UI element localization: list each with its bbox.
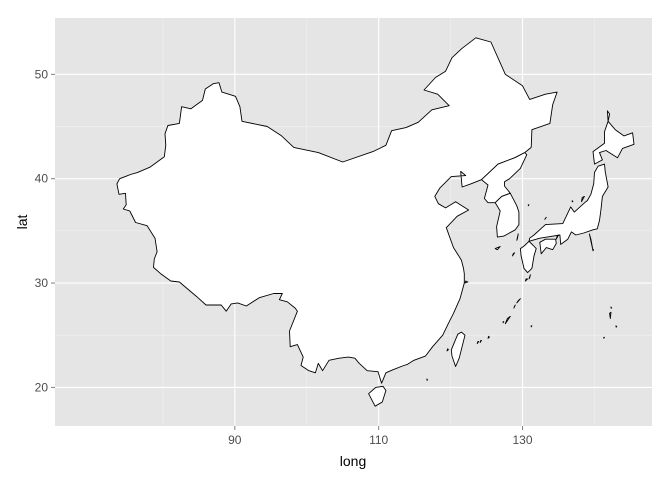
region-awaji <box>555 234 559 240</box>
region-north-korea <box>481 152 528 204</box>
region-ogasawara <box>609 311 612 319</box>
y-tick-label: 20 <box>35 380 49 394</box>
region-dongsha <box>426 378 429 381</box>
region-yakushima <box>524 278 529 282</box>
x-tick-label: 110 <box>369 433 388 447</box>
region-pescadores <box>446 348 449 352</box>
region-iriomote <box>476 341 480 345</box>
region-oki <box>544 216 547 220</box>
x-axis: 90 110 130 <box>228 426 533 447</box>
x-axis-title: long <box>340 453 366 469</box>
region-ulleung <box>527 204 530 207</box>
region-okinawa <box>504 315 511 325</box>
y-tick-label: 40 <box>35 172 49 186</box>
region-hainan <box>368 385 387 407</box>
y-tick-label: 50 <box>35 67 49 81</box>
region-zhoushan <box>464 280 469 284</box>
y-axis-title: lat <box>14 215 30 230</box>
x-tick-label: 90 <box>228 433 242 447</box>
region-tokunoshima <box>513 304 516 309</box>
region-daito <box>530 325 533 328</box>
region-sakhalin-tip <box>606 110 611 122</box>
region-minamitorishima-area <box>615 325 618 328</box>
region-sado <box>581 195 585 203</box>
map-regions <box>116 37 635 407</box>
region-hokkaido <box>592 120 635 165</box>
region-amami <box>516 298 521 304</box>
region-hachijojima <box>592 249 595 252</box>
region-tanegashima <box>528 274 531 280</box>
region-south-korea <box>494 192 520 238</box>
region-shikoku <box>539 238 557 255</box>
region-ishigaki <box>479 339 482 343</box>
region-goto <box>512 252 516 257</box>
region-bonin-small <box>610 306 613 309</box>
y-tick-label: 30 <box>35 276 49 290</box>
region-izu-islands <box>588 233 594 252</box>
region-china <box>116 37 558 384</box>
region-taiwan <box>450 331 466 367</box>
y-axis: 20 30 40 50 <box>35 67 55 394</box>
region-nansei-small <box>502 321 505 324</box>
region-kyushu <box>519 240 537 274</box>
region-tsushima <box>516 233 519 241</box>
major-gridlines <box>55 18 652 426</box>
region-miyako <box>487 335 490 339</box>
region-iwo <box>603 336 605 339</box>
x-tick-label: 130 <box>513 433 533 447</box>
region-honshu <box>528 163 609 245</box>
region-noto-small <box>571 200 574 203</box>
region-jeju <box>494 246 501 251</box>
